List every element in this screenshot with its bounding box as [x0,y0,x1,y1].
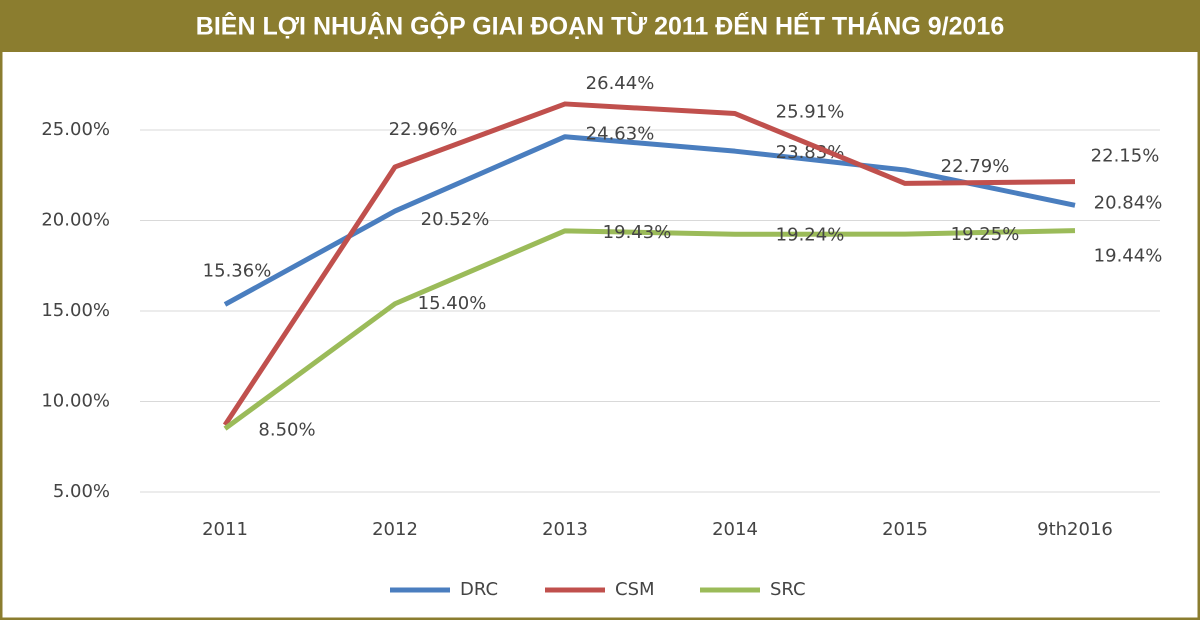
series-line [222,101,1076,427]
data-label: 15.40% [418,293,487,314]
series-line [223,134,1076,307]
x-tick-label: 2011 [202,519,248,540]
data-label: 22.15% [1091,146,1160,167]
y-tick-label: 10.00% [41,391,110,412]
data-label: 8.50% [258,420,315,441]
data-label: 19.44% [1094,246,1163,267]
y-tick-label: 5.00% [53,481,110,502]
data-label: 23.83% [776,142,845,163]
y-tick-label: 25.00% [41,119,110,140]
y-tick-label: 15.00% [41,300,110,321]
series-line [223,228,1076,431]
data-label: 15.36% [203,260,272,281]
chart-title: BIÊN LỢI NHUẬN GỘP GIAI ĐOẠN TỪ 2011 ĐẾN… [196,11,1004,41]
y-tick-label: 20.00% [41,210,110,231]
data-label: 26.44% [586,73,655,94]
data-label: 22.79% [941,156,1010,177]
data-label: 20.84% [1094,192,1163,213]
data-label: 24.63% [586,124,655,145]
data-label: 22.96% [389,119,458,140]
legend-label: DRC [460,579,498,600]
data-label: 25.91% [776,102,845,123]
x-tick-label: 9th2016 [1037,519,1113,540]
x-tick-label: 2013 [542,519,588,540]
data-label: 19.25% [951,224,1020,245]
x-tick-label: 2014 [712,519,758,540]
data-label: 19.24% [776,224,845,245]
data-label: 20.52% [421,209,490,230]
legend-label: SRC [770,579,806,600]
legend-label: CSM [615,579,655,600]
x-tick-label: 2012 [372,519,418,540]
x-tick-label: 2015 [882,519,928,540]
data-label: 19.43% [603,222,672,243]
title-bar [0,0,1200,52]
